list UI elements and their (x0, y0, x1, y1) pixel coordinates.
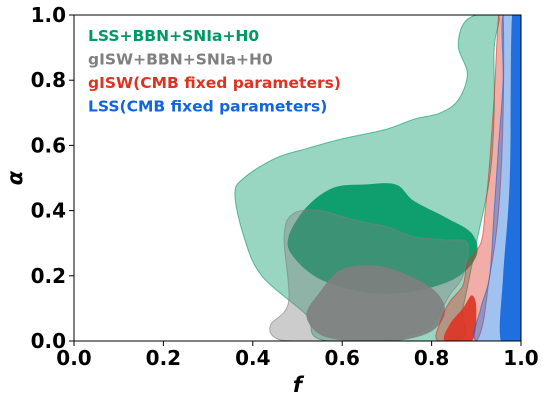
series-1-inner-contour (287, 183, 478, 294)
x-axis: 0.0 0.2 0.4 0.6 0.8 1.0 (56, 341, 539, 370)
x-tick-label: 0.0 (56, 346, 91, 370)
y-tick-label: 0.0 (31, 329, 66, 353)
legend-entry-3: gISW(CMB fixed parameters) (88, 74, 341, 92)
x-tick-label: 0.2 (146, 346, 181, 370)
legend-entry-4: LSS(CMB fixed parameters) (88, 98, 327, 116)
series-2-inner-contour (306, 265, 446, 341)
legend-entry-1: LSS+BBN+SNIa+H0 (88, 27, 259, 45)
legend-entry-2: gISW+BBN+SNIa+H0 (88, 51, 273, 69)
series-4-inner-contour (499, 15, 521, 341)
y-tick-label: 0.4 (31, 199, 66, 223)
plot-frame (73, 14, 522, 342)
series-3-contours (435, 15, 505, 341)
y-tick-label: 1.0 (31, 3, 66, 27)
contour-layer (234, 15, 521, 341)
y-axis-label: α (3, 170, 27, 185)
y-tick-label: 0.6 (31, 133, 66, 157)
legend: LSS+BBN+SNIa+H0 gISW+BBN+SNIa+H0 gISW(CMB … (88, 27, 341, 116)
y-tick-label: 0.2 (31, 264, 66, 288)
y-axis: 0.0 0.2 0.4 0.6 0.8 1.0 (31, 3, 74, 353)
x-tick-label: 1.0 (503, 346, 538, 370)
x-tick-label: 0.4 (235, 346, 270, 370)
y-tick-label: 0.8 (31, 68, 66, 92)
series-1-contours (234, 15, 500, 341)
series-3-inner-contour (443, 295, 477, 341)
x-axis-label: f (293, 373, 305, 397)
x-tick-label: 0.6 (324, 346, 359, 370)
series-3-outer-contour (435, 15, 505, 341)
series-2-contours (269, 209, 469, 341)
series-4-contours (473, 15, 521, 341)
x-tick-label: 0.8 (414, 346, 449, 370)
